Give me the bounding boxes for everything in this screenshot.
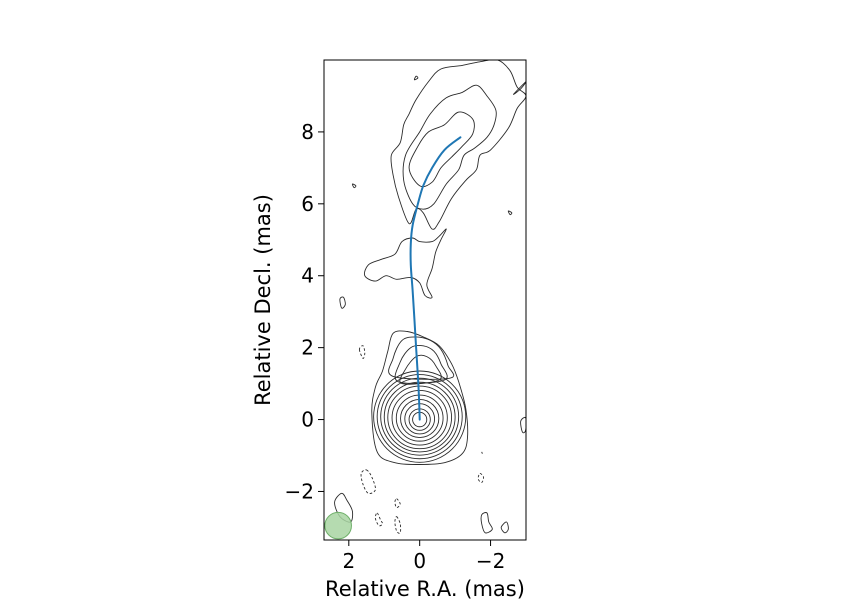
- core-contour-7: [387, 385, 453, 450]
- y-tick-label: 4: [301, 264, 314, 288]
- x-tick-label: 2: [342, 549, 355, 573]
- negative-contour-18: [360, 469, 376, 494]
- contour-3: [394, 344, 448, 384]
- jet-ridge-line: [409, 136, 462, 421]
- negative-contour-21: [394, 516, 402, 534]
- plot-frame: [323, 59, 527, 541]
- contour-2: [388, 336, 455, 380]
- contour-4: [399, 354, 442, 385]
- contours-layer: [334, 60, 526, 534]
- core-contour-11: [373, 370, 467, 463]
- y-tick-label: 6: [301, 192, 314, 216]
- core-contour-9: [380, 377, 460, 456]
- beam-layer: [324, 511, 352, 540]
- negative-contour-24: [481, 451, 483, 454]
- y-axis: −2 0 2 4 6 8: [285, 120, 324, 503]
- negative-contour-19: [358, 345, 366, 359]
- core-contour-6: [391, 389, 448, 446]
- negative-contour-22: [394, 498, 401, 509]
- contour-17: [520, 416, 526, 434]
- contour-14: [351, 183, 357, 189]
- contour-6: [390, 60, 526, 230]
- x-tick-label: 0: [413, 549, 426, 573]
- x-axis: 2 0 −2: [342, 540, 505, 573]
- contour-15: [507, 210, 513, 216]
- beam-marker: [324, 511, 352, 540]
- y-tick-label: 2: [301, 336, 314, 360]
- contour-11: [480, 512, 493, 534]
- y-tick-label: 8: [301, 120, 314, 144]
- contour-16: [413, 75, 419, 81]
- contour-7: [402, 84, 497, 210]
- x-tick-label: −2: [476, 549, 505, 573]
- y-axis-label: Relative Decl. (mas): [251, 194, 275, 406]
- y-tick-label: −2: [285, 479, 314, 503]
- jet-layer: [409, 136, 462, 421]
- y-tick-label: 0: [301, 408, 314, 432]
- contour-12: [500, 521, 509, 534]
- x-axis-label: Relative R.A. (mas): [325, 577, 525, 600]
- contour-9: [513, 81, 526, 95]
- contour-13: [339, 296, 346, 309]
- core-contour-10: [376, 374, 463, 460]
- core-contour-8: [383, 381, 456, 453]
- contour-5: [364, 228, 447, 299]
- negative-contour-20: [374, 512, 383, 527]
- contour-8: [408, 111, 475, 188]
- negative-contour-23: [477, 473, 484, 483]
- contour-1: [371, 330, 469, 465]
